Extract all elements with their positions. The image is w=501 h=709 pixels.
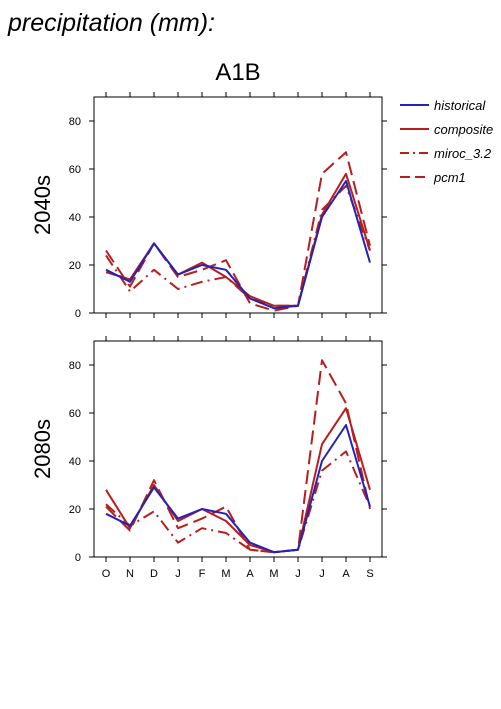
x-tick-label: J <box>295 568 301 580</box>
y-tick-label: 0 <box>75 552 81 564</box>
x-tick-label: D <box>150 568 158 580</box>
series-line-historical <box>105 424 371 554</box>
legend-label-miroc-3-2: miroc_3.2 <box>434 146 492 161</box>
panel-2080s: 0 20 40 60 80 O N D J F M A M J J A S 2080s <box>30 336 387 580</box>
y-tick-label: 20 <box>69 260 81 272</box>
scenario-title: A1B <box>215 59 260 86</box>
panel-label: 2080s <box>30 419 55 479</box>
legend-label-pcm1: pcm1 <box>433 170 466 185</box>
x-tick-label: J <box>175 568 181 580</box>
y-tick-label: 80 <box>69 360 81 372</box>
x-tick-label: A <box>246 568 254 580</box>
y-tick-label: 80 <box>69 116 81 128</box>
series-line-composite <box>105 407 371 554</box>
series-line-composite <box>105 172 371 307</box>
plot-frame <box>93 340 383 558</box>
x-tick-label: F <box>199 568 206 580</box>
panel-2040s: 0 20 40 60 80 2040s <box>30 92 387 320</box>
plot-frame <box>93 96 383 314</box>
x-tick-label: M <box>221 568 230 580</box>
y-tick-label: 20 <box>69 504 81 516</box>
panel-label: 2040s <box>30 175 55 235</box>
y-tick-label: 60 <box>69 408 81 420</box>
series-line-pcm1 <box>105 359 371 554</box>
legend-label-historical: historical <box>434 98 486 113</box>
x-tick-label: S <box>366 568 373 580</box>
figure-title: precipitation (mm): <box>7 9 215 37</box>
y-tick-label: 0 <box>75 308 81 320</box>
x-tick-label: M <box>269 568 278 580</box>
y-tick-label: 40 <box>69 456 81 468</box>
series-line-historical <box>105 180 371 310</box>
x-tick-label: J <box>319 568 325 580</box>
y-tick-label: 60 <box>69 164 81 176</box>
x-tick-label: O <box>102 568 111 580</box>
x-tick-label: A <box>342 568 350 580</box>
x-tick-label: N <box>126 568 134 580</box>
series-line-miroc-3-2 <box>105 450 371 554</box>
legend-label-composite: composite <box>434 122 493 137</box>
y-tick-label: 40 <box>69 212 81 224</box>
legend: historical composite miroc_3.2 pcm1 <box>400 98 493 185</box>
